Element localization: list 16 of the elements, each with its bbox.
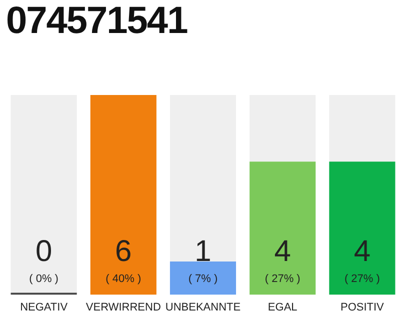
annotation: ( 7% ) (188, 272, 218, 285)
x-tick-label: NEGATIV (20, 301, 68, 314)
x-tick-label: POSITIV (340, 301, 385, 314)
chart-title: 074571541 (6, 0, 188, 43)
data-label: 0 (35, 234, 52, 268)
annotation: ( 40% ) (106, 272, 142, 285)
data-label: 6 (115, 234, 132, 268)
data-label: 1 (194, 234, 212, 268)
annotation: ( 27% ) (264, 272, 300, 285)
x-tick-label: VERWIRREND (86, 301, 161, 314)
x-tick-label: EGAL (268, 301, 298, 314)
annotation: ( 0% ) (29, 272, 58, 285)
x-tick-label: UNBEKANNTE (165, 301, 241, 314)
data-label: 4 (354, 234, 371, 268)
annotation: ( 27% ) (344, 272, 380, 285)
data-label: 4 (274, 234, 291, 268)
